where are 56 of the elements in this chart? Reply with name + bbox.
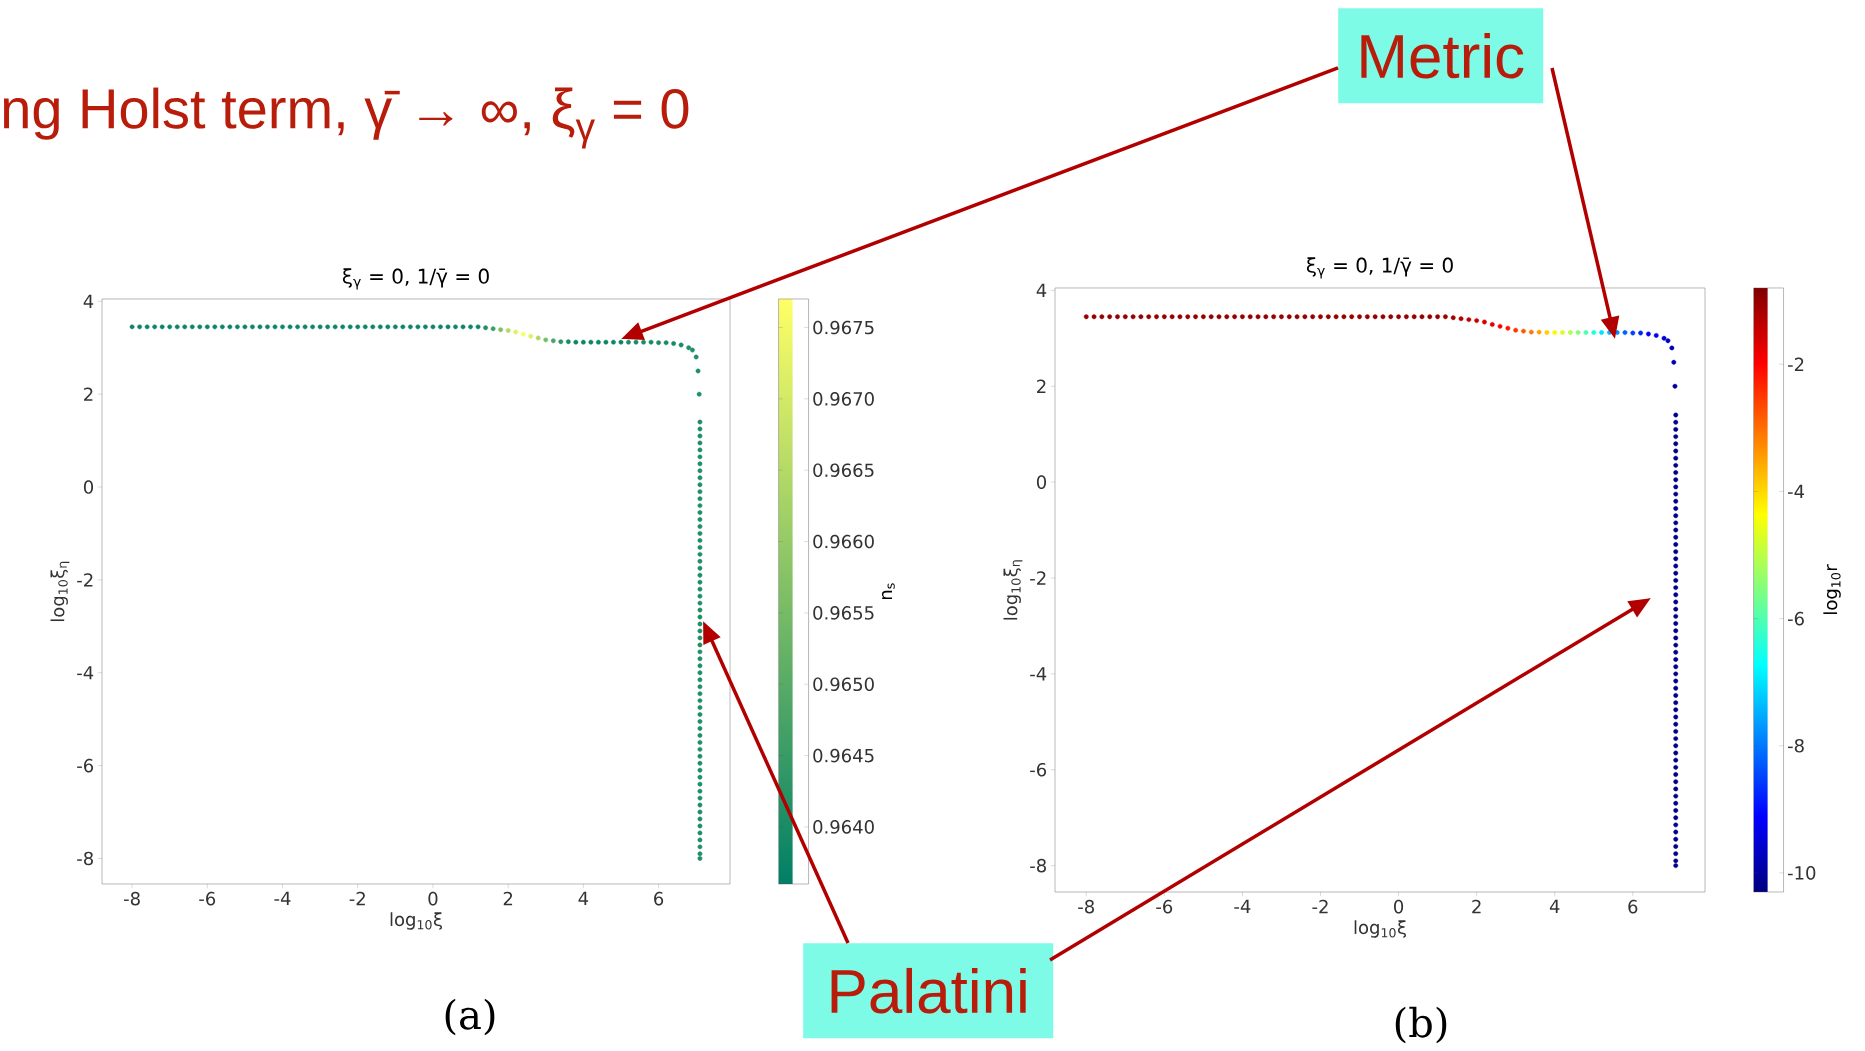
x-tick-label: 6 <box>654 891 664 906</box>
x-tick-label: 0 <box>1394 899 1404 914</box>
x-tick-label: -2 <box>349 891 365 906</box>
x-tick-label: 4 <box>578 891 589 905</box>
color-bar-label: -4 <box>1787 484 1805 498</box>
y-tick-label: -6 <box>1030 762 1047 777</box>
x-tick-label: 2 <box>503 891 513 906</box>
x-tick-label: -4 <box>1234 899 1251 913</box>
y-tick-label: 0 <box>1036 475 1047 489</box>
x-tick-label: -4 <box>274 891 291 905</box>
y-tick-label: -8 <box>1030 858 1046 873</box>
y-tick-label: -4 <box>77 666 94 680</box>
y-tick-label: -6 <box>77 758 94 773</box>
color-bar-label: 0.9665 <box>813 463 874 478</box>
color-bar-label: 0.9645 <box>813 748 874 763</box>
x-tick-label: -8 <box>124 891 140 906</box>
y-tick-label: 0 <box>83 480 94 494</box>
text: ng Holst term, γ̄ → ∞, ξ$_{γ}$ = 0 <box>3 87 689 149</box>
color-bar-label: -8 <box>1787 738 1804 753</box>
y-tick-label: -4 <box>1030 667 1047 681</box>
y-tick-label: 2 <box>1037 379 1046 393</box>
color-bar-label: -2 <box>1787 357 1804 371</box>
text: (b) <box>1395 1006 1447 1044</box>
x-axis-title: log$_{10}$ξ <box>1354 920 1406 938</box>
color-bar-label: -10 <box>1787 866 1816 880</box>
x-tick-label: 6 <box>1628 899 1638 914</box>
y-tick-label: -8 <box>77 851 93 866</box>
x-tick-label: -2 <box>1312 899 1328 914</box>
y-tick-label: -2 <box>77 573 93 587</box>
color-bar-label: 0.9660 <box>813 534 874 549</box>
x-tick-label: -6 <box>1156 899 1173 914</box>
y-tick-label: -2 <box>1030 571 1046 585</box>
color-bar-label: 0.9670 <box>813 392 874 406</box>
chart-title: ξ$_{γ}$ = 0, 1/γ̄ = 0 <box>342 268 489 290</box>
y-axis-title: log$_{10}$ξ$_{η}$ <box>1003 560 1023 620</box>
y-tick-label: 4 <box>1036 283 1047 297</box>
color-bar-label: -6 <box>1787 611 1804 626</box>
chart-title: ξ$_{γ}$ = 0, 1/γ̄ = 0 <box>1306 257 1453 279</box>
color-bar-label: 0.9655 <box>813 606 874 620</box>
color-bar-label: 0.9640 <box>813 820 874 834</box>
x-tick-label: 4 <box>1549 899 1560 913</box>
x-tick-label: 2 <box>1472 899 1481 914</box>
x-tick-label: -6 <box>199 891 216 906</box>
color-bar-title: log$_{10}$r <box>1823 564 1841 614</box>
x-axis-title: log$_{10}$ξ <box>390 912 442 930</box>
color-bar-label: 0.9675 <box>813 320 874 335</box>
x-tick-label: -8 <box>1078 899 1094 914</box>
text: (a) <box>445 998 495 1036</box>
y-tick-label: 4 <box>83 294 94 308</box>
text: Metric <box>1361 32 1524 79</box>
y-axis-title: log$_{10}$ξ$_{η}$ <box>50 561 70 622</box>
y-tick-label: 2 <box>84 387 93 401</box>
color-bar-title: n$_{s}$ <box>881 583 895 600</box>
x-tick-label: 0 <box>428 891 438 906</box>
text: Palatini <box>831 967 1026 1014</box>
color-bar-label: 0.9650 <box>813 677 874 692</box>
